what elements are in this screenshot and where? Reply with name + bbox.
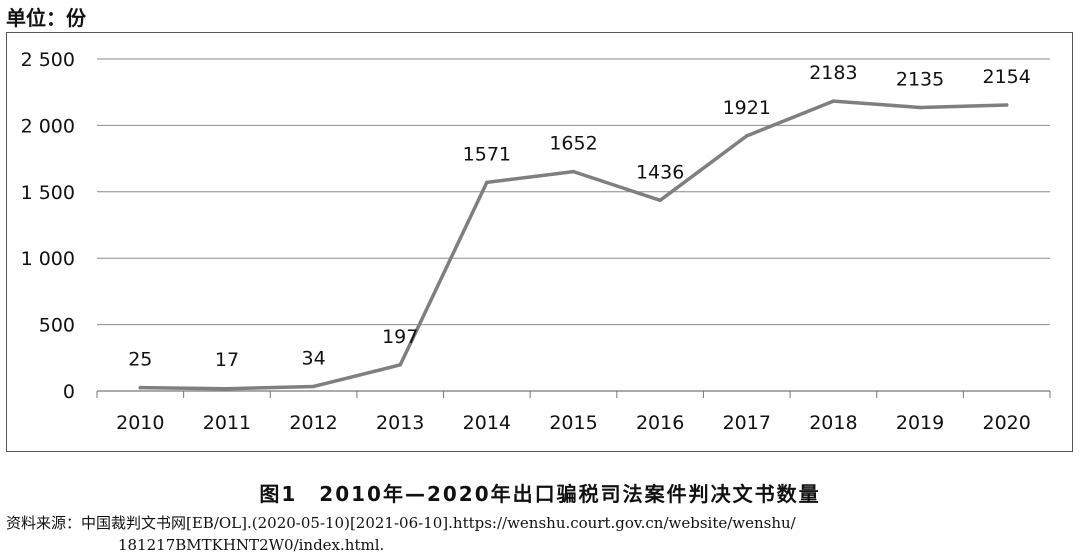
data-label: 2183	[809, 62, 857, 84]
data-label: 25	[128, 349, 152, 371]
x-tick-label: 2016	[636, 412, 684, 434]
x-tick-label: 2015	[549, 412, 597, 434]
data-label: 2135	[896, 68, 944, 90]
y-tick-label: 500	[39, 315, 75, 337]
x-tick-label: 2011	[203, 412, 251, 434]
y-tick-label: 1 000	[21, 248, 75, 270]
data-point	[398, 363, 402, 367]
data-label: 1921	[723, 97, 771, 119]
data-label: 1436	[636, 161, 684, 183]
data-point	[918, 105, 922, 110]
source-line-1: 资料来源：中国裁判文书网[EB/OL].(2020-05-10)[2021-06…	[6, 514, 796, 532]
data-point	[831, 99, 836, 103]
data-point	[1004, 103, 1009, 107]
chart-frame	[6, 32, 1073, 452]
source-note: 资料来源：中国裁判文书网[EB/OL].(2020-05-10)[2021-06…	[6, 512, 1074, 556]
data-label: 1571	[463, 143, 511, 165]
data-point	[485, 180, 489, 185]
x-tick-label: 2018	[809, 412, 857, 434]
data-point	[571, 169, 576, 174]
data-point	[658, 198, 662, 203]
x-tick-label: 2010	[116, 412, 164, 434]
x-tick-label: 2014	[463, 412, 511, 434]
y-tick-label: 2 000	[21, 115, 75, 137]
figure-caption: 图1 2010年—2020年出口骗税司法案件判决文书数量	[259, 482, 821, 506]
data-label: 1652	[549, 133, 597, 155]
data-point	[138, 385, 143, 390]
data-point	[745, 134, 749, 138]
x-tick-label: 2019	[896, 412, 944, 434]
y-tick-label: 0	[63, 381, 75, 403]
x-tick-label: 2020	[983, 412, 1031, 434]
data-point	[311, 384, 316, 389]
y-tick-label: 2 500	[21, 49, 75, 71]
y-tick-label: 1 500	[21, 182, 75, 204]
x-tick-label: 2012	[289, 412, 337, 434]
source-line-2: 181217BMTKHNT2W0/index.html.	[118, 536, 385, 554]
unit-label: 单位：份	[6, 6, 86, 30]
x-tick-label: 2013	[376, 412, 424, 434]
data-point	[225, 386, 229, 391]
data-label: 197	[382, 326, 418, 348]
data-label: 34	[301, 347, 325, 369]
x-tick-label: 2017	[723, 412, 771, 434]
data-label: 2154	[983, 66, 1031, 88]
data-label: 17	[215, 349, 239, 371]
